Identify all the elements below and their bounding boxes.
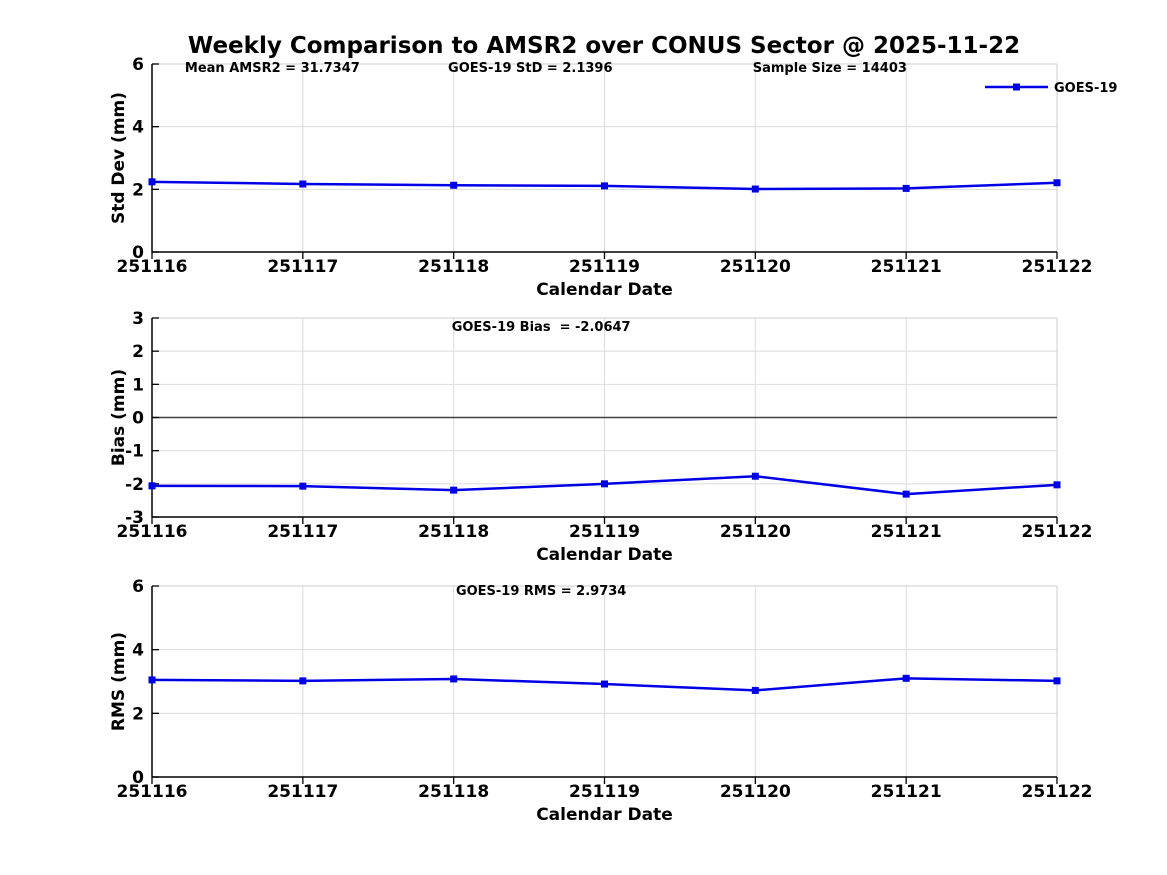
data-point-marker (751, 185, 759, 193)
data-point-marker (148, 676, 156, 684)
y-tick-label: 6 (132, 577, 144, 597)
x-tick-label: 251118 (418, 782, 489, 802)
x-tick-label: 251119 (569, 522, 640, 542)
x-tick-label: 251119 (569, 782, 640, 802)
data-point-marker (902, 674, 910, 682)
data-point-marker (450, 675, 458, 683)
data-point-marker (751, 472, 759, 480)
y-tick-label: -2 (125, 475, 144, 495)
subplot-3: 251116 251117 251118 251119 251120 251121 2511… (109, 577, 1092, 825)
figure-title: Weekly Comparison to AMSR2 over CONUS Se… (188, 33, 1020, 59)
data-point-marker (148, 178, 156, 186)
data-point-marker (1053, 677, 1061, 685)
data-point-marker (601, 480, 608, 488)
data-point-marker (751, 686, 759, 694)
x-tick-label: 251116 (117, 257, 188, 277)
x-tick-label: 251120 (720, 257, 791, 277)
y-tick-label: 0 (132, 409, 144, 429)
data-point-marker (299, 482, 307, 490)
data-point-marker (1053, 179, 1061, 187)
x-tick-label: 251121 (871, 522, 942, 542)
y-tick-label: 6 (132, 55, 144, 75)
stat-annotation: GOES-19 Bias = -2.0647 (452, 320, 631, 335)
x-tick-label: 251118 (418, 522, 489, 542)
stat-annotation: Mean AMSR2 = 31.7347 (185, 61, 360, 76)
x-tick-label: 251117 (267, 522, 338, 542)
x-tick-label: 251116 (117, 522, 188, 542)
data-point-marker (1053, 481, 1061, 489)
y-tick-label: 2 (132, 704, 144, 724)
y-tick-label: -1 (125, 442, 144, 462)
stat-annotation: GOES-19 RMS = 2.9734 (456, 584, 626, 599)
y-tick-label: 3 (132, 309, 144, 329)
data-point-marker (601, 182, 608, 190)
x-tick-label: 251119 (569, 257, 640, 277)
stat-annotation: Sample Size = 14403 (753, 61, 907, 76)
y-axis-label: RMS (mm) (109, 632, 129, 731)
y-axis-label: Bias (mm) (109, 369, 129, 466)
y-tick-label: 4 (132, 641, 144, 661)
x-axis-label: Calendar Date (536, 280, 673, 300)
y-tick-label: 0 (132, 243, 144, 263)
x-tick-label: 251122 (1022, 257, 1093, 277)
x-axis-label: Calendar Date (536, 805, 673, 825)
x-tick-label: 251120 (720, 522, 791, 542)
y-tick-label: 2 (132, 180, 144, 200)
y-tick-label: 1 (132, 375, 144, 395)
data-point-marker (450, 486, 458, 494)
x-tick-label: 251117 (267, 257, 338, 277)
data-point-marker (902, 490, 910, 498)
legend: GOES-19 (985, 81, 1117, 96)
y-tick-label: 0 (132, 768, 144, 788)
x-tick-label: 251116 (117, 782, 188, 802)
stat-annotation: GOES-19 StD = 2.1396 (448, 61, 612, 76)
subplot-2: 251116 251117 251118 251119 251120 251121 2511… (109, 309, 1092, 565)
data-point-marker (148, 482, 156, 490)
legend-square-marker-icon (1013, 83, 1020, 91)
x-tick-label: 251118 (418, 257, 489, 277)
data-point-marker (450, 181, 458, 189)
y-tick-label: -3 (125, 508, 144, 528)
y-axis-label: Std Dev (mm) (109, 92, 129, 224)
subplots-group: 251116 251117 251118 251119 251120 251121 2511… (109, 55, 1092, 825)
subplot-1: 251116 251117 251118 251119 251120 251121 2511… (109, 55, 1092, 300)
x-tick-label: 251122 (1022, 522, 1093, 542)
legend-label: GOES-19 (1054, 81, 1117, 96)
x-tick-label: 251120 (720, 782, 791, 802)
y-tick-label: 4 (132, 118, 144, 138)
data-point-marker (601, 680, 608, 688)
y-tick-label: 2 (132, 342, 144, 362)
x-axis-label: Calendar Date (536, 545, 673, 565)
data-point-marker (299, 677, 307, 685)
x-tick-label: 251117 (267, 782, 338, 802)
data-point-marker (299, 180, 307, 188)
x-tick-label: 251121 (871, 782, 942, 802)
x-tick-label: 251122 (1022, 782, 1093, 802)
x-tick-label: 251121 (871, 257, 942, 277)
data-point-marker (902, 184, 910, 192)
